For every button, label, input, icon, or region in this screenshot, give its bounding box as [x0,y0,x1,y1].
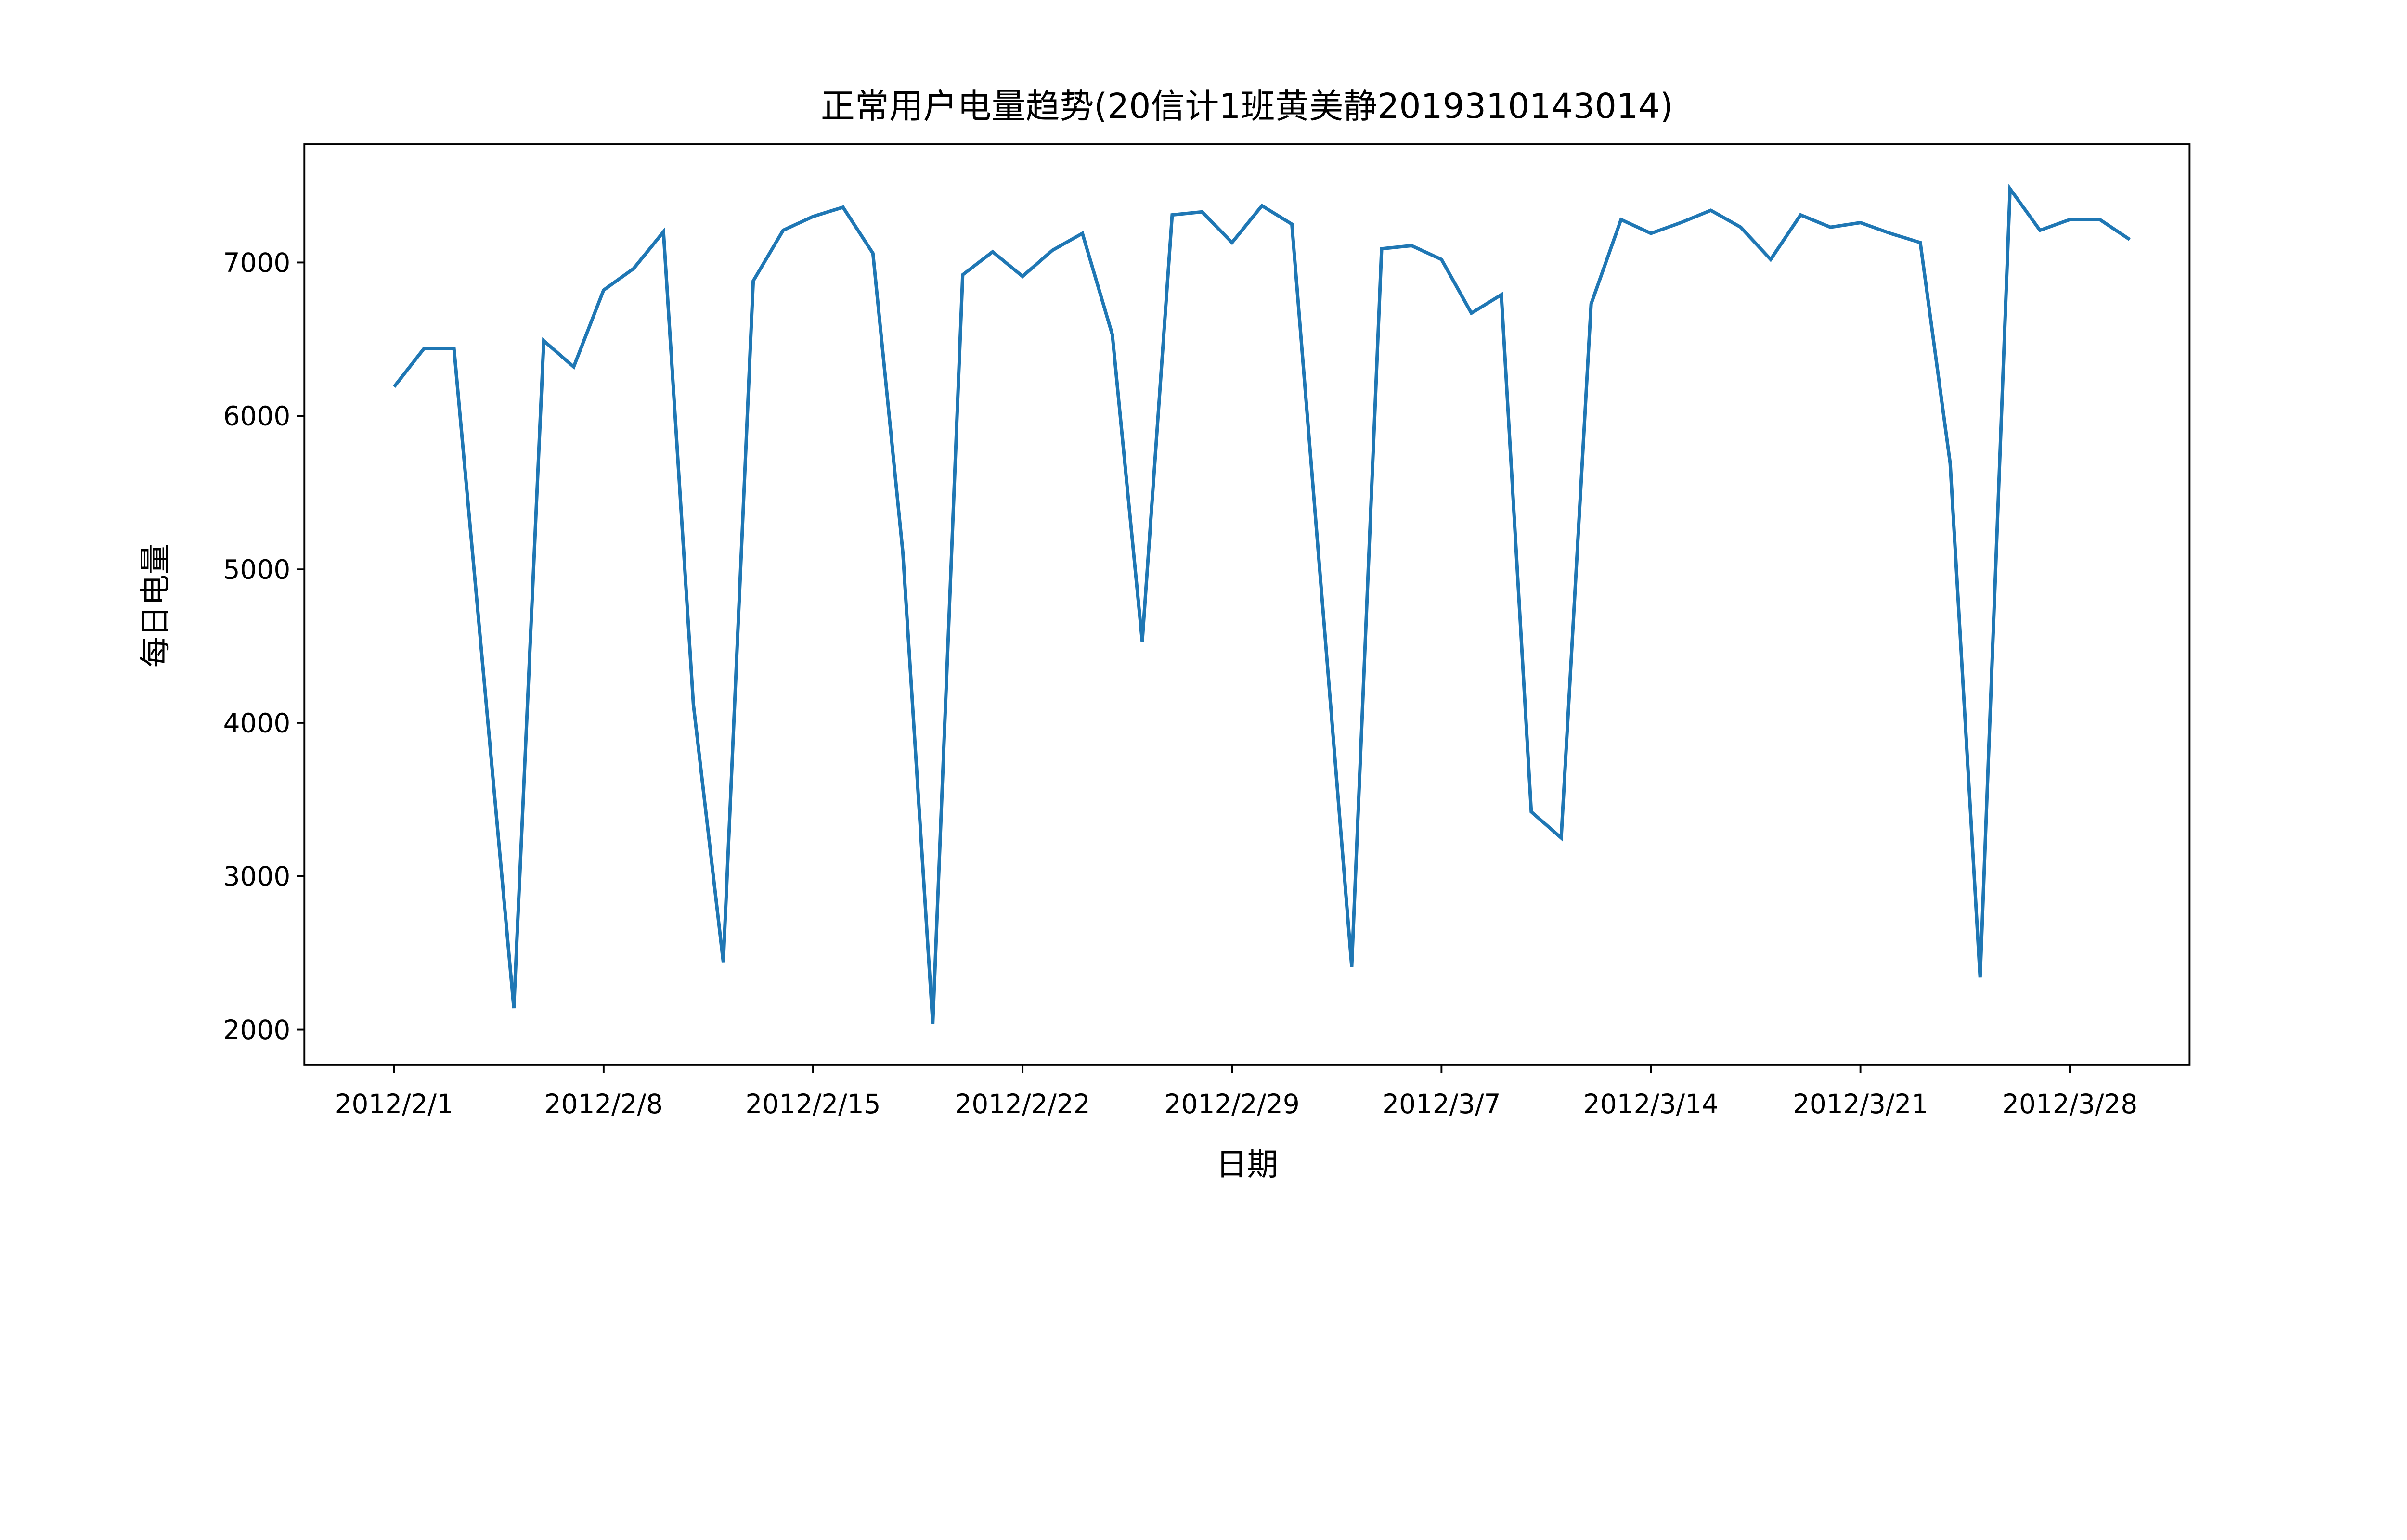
plot-area [303,143,2191,1066]
y-tick-label: 6000 [223,401,291,432]
x-tick-label: 2012/3/28 [2002,1089,2137,1119]
line-chart: 正常用户电量趋势(20信计1班黄美静2019310143014) 2012/2/… [138,86,2191,1183]
series-line [392,184,2131,1024]
x-tick-label: 2012/2/29 [1165,1089,1300,1119]
x-tick-label: 2012/2/8 [544,1089,663,1119]
x-tick-label: 2012/2/15 [745,1089,880,1119]
y-tick-label: 4000 [223,707,291,738]
y-tick-label: 7000 [223,247,291,278]
data-points [394,189,2130,1024]
x-axis-title: 日期 [1216,1147,1278,1183]
chart-title: 正常用户电量趋势(20信计1班黄美静2019310143014) [821,86,1673,126]
y-axis-title: 每日电量 [138,543,174,667]
y-tick-label: 5000 [223,554,291,585]
x-tick-label: 2012/3/14 [1583,1089,1719,1119]
x-axis: 2012/2/1 2012/2/8 2012/2/15 2012/2/22 2012/2… [335,1065,2137,1119]
y-tick-label: 2000 [223,1014,291,1045]
y-tick-label: 3000 [223,861,291,892]
y-axis: 2000 3000 4000 5000 6000 7000 [223,247,305,1045]
x-tick-label: 2012/3/21 [1793,1089,1928,1119]
x-tick-label: 2012/3/7 [1382,1089,1501,1119]
x-tick-label: 2012/2/22 [955,1089,1090,1119]
x-tick-label: 2012/2/1 [335,1089,453,1119]
